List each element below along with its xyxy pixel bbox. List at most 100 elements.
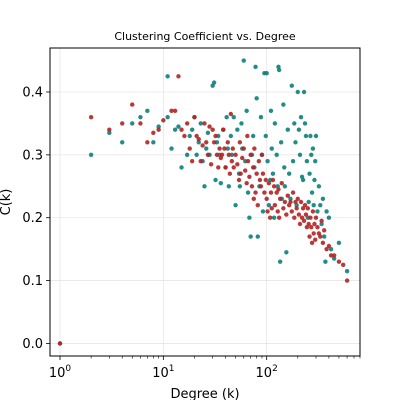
y-tick-label: 0.4 xyxy=(22,86,43,101)
series-1-point xyxy=(224,114,229,120)
series-2-point xyxy=(313,237,318,242)
series-2-point xyxy=(259,152,265,158)
series-1-point xyxy=(270,171,276,176)
series-1-point xyxy=(272,121,278,126)
series-1-point xyxy=(187,133,192,139)
series-2-point xyxy=(257,177,263,183)
series-2-point xyxy=(182,133,187,139)
series-1-point xyxy=(296,127,302,132)
series-1-point xyxy=(205,130,211,136)
series-1-point xyxy=(145,108,150,114)
series-1-point xyxy=(229,152,235,158)
series-1-point xyxy=(241,58,246,63)
series-2-point xyxy=(219,152,225,158)
series-2-point xyxy=(267,215,273,220)
x-tick-exponent: 0 xyxy=(65,364,71,374)
series-2-point xyxy=(282,199,288,205)
y-tick-label: 0.3 xyxy=(22,148,43,163)
series-2-point xyxy=(296,212,302,217)
series-2-point xyxy=(88,114,94,120)
series-2-point xyxy=(251,196,256,202)
series-2-point xyxy=(253,190,258,195)
series-1-point xyxy=(179,165,184,170)
series-1-point xyxy=(204,146,209,151)
series-2-point xyxy=(244,180,249,186)
series-2-point xyxy=(275,209,280,214)
series-2-point xyxy=(241,146,246,151)
series-2-point xyxy=(284,212,289,217)
series-2-point xyxy=(258,184,264,189)
series-1-point xyxy=(300,177,306,183)
series-2-point xyxy=(57,341,63,346)
series-2-point xyxy=(151,130,156,136)
y-tick-label: 0.1 xyxy=(22,274,43,289)
series-2-point xyxy=(245,158,251,164)
series-2-point xyxy=(248,152,253,158)
series-2-point xyxy=(204,140,209,145)
series-2-point xyxy=(263,177,268,183)
series-2-point xyxy=(298,199,304,205)
series-1-point xyxy=(176,124,181,129)
series-2-point xyxy=(340,262,346,268)
series-1-point xyxy=(260,209,266,214)
series-1-point xyxy=(331,256,337,261)
series-1-point xyxy=(302,121,308,126)
series-2-point xyxy=(194,133,199,139)
x-tick-exponent: 2 xyxy=(272,364,278,374)
series-1-point xyxy=(323,259,328,264)
series-1-point xyxy=(165,114,170,120)
series-1-point xyxy=(254,96,259,101)
series-1-point xyxy=(247,215,252,220)
series-2-point xyxy=(336,259,342,264)
series-1-point xyxy=(268,108,274,114)
series-2-point xyxy=(245,133,250,139)
series-1-point xyxy=(264,70,269,76)
series-2-point xyxy=(279,180,284,186)
series-2-point xyxy=(120,121,125,126)
series-2-point xyxy=(324,246,329,252)
series-1-point xyxy=(184,152,190,158)
series-1-point xyxy=(324,209,329,214)
series-2-point xyxy=(228,111,234,117)
series-1-point xyxy=(130,121,135,126)
series-2-point xyxy=(277,196,283,202)
series-1-point xyxy=(282,184,288,189)
series-2-point xyxy=(217,146,222,151)
series-2-point xyxy=(318,234,323,239)
series-2-point xyxy=(214,152,220,158)
series-1-point xyxy=(318,202,323,208)
series-1-point xyxy=(298,114,304,120)
series-2-point xyxy=(310,209,316,214)
series-2-point xyxy=(179,127,184,132)
series-2-point xyxy=(303,212,309,217)
series-2-point xyxy=(107,127,112,132)
series-1-point xyxy=(313,158,318,164)
series-2-point xyxy=(290,190,296,195)
series-1-point xyxy=(344,268,350,274)
series-1-point xyxy=(225,146,230,151)
series-1-point xyxy=(284,250,289,255)
series-2-point xyxy=(270,177,276,183)
x-axis-label: Degree (k) xyxy=(170,387,239,400)
series-2-point xyxy=(213,133,218,139)
series-1-point xyxy=(151,140,156,145)
series-1-point xyxy=(278,140,284,145)
series-2-point xyxy=(295,196,300,202)
series-2-point xyxy=(276,215,282,220)
series-1-point xyxy=(245,190,251,195)
series-1-point xyxy=(265,158,270,164)
series-1-point xyxy=(336,240,342,246)
y-axis-label: C(k) xyxy=(0,189,14,216)
series-1-point xyxy=(293,140,298,145)
series-2-point xyxy=(247,174,252,180)
series-1-point xyxy=(226,184,232,189)
series-2-point xyxy=(309,224,314,230)
series-2-point xyxy=(176,74,181,79)
series-1-point xyxy=(196,140,201,145)
series-1-point xyxy=(326,215,332,220)
series-2-point xyxy=(130,102,135,107)
series-1-point xyxy=(319,221,324,227)
series-2-point xyxy=(138,121,143,126)
series-2-point xyxy=(237,140,243,145)
y-tick-label: 0.2 xyxy=(22,211,43,226)
